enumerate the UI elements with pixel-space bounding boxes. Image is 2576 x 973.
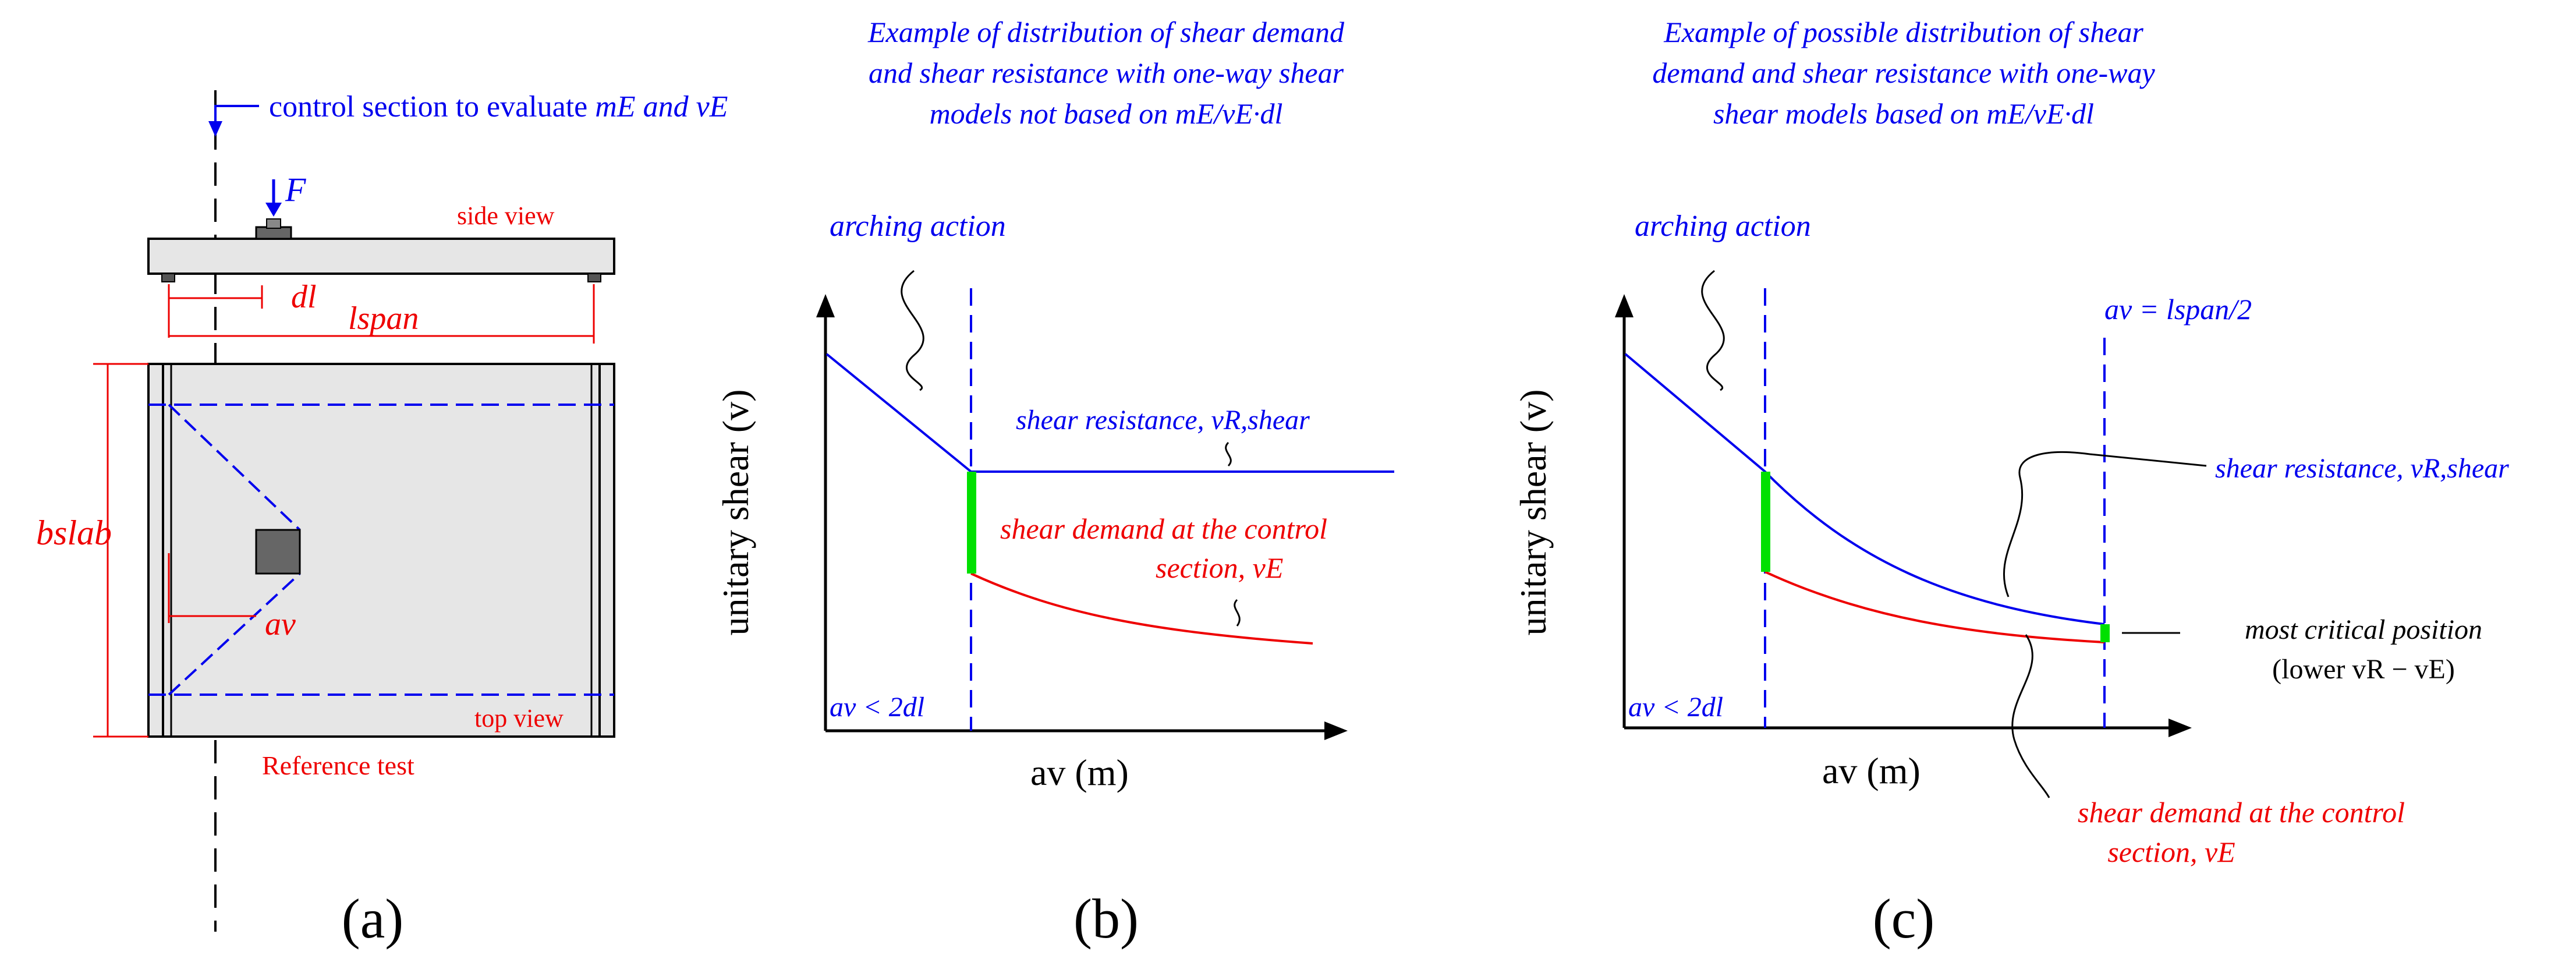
panel-b-gap-marker xyxy=(967,472,976,574)
panel-b-demand-label-2: section, vE xyxy=(1156,551,1283,584)
panel-c-x-label: av (m) xyxy=(1822,750,1921,791)
load-arrow-head xyxy=(265,203,282,217)
panel-c-critical-label-1: most critical position xyxy=(2245,614,2482,645)
panel-c-gap-marker xyxy=(1761,472,1770,572)
control-section-arrowhead xyxy=(208,121,222,137)
panel-b-resistance-squiggle xyxy=(1225,441,1232,467)
top-view-slab xyxy=(147,363,615,738)
panel-c-demand-label-1: shear demand at the control xyxy=(2078,796,2405,829)
control-section-leader xyxy=(214,105,259,127)
panel-c-limit-label: av < 2dl xyxy=(1628,692,1723,723)
panel-b-title-1: Example of distribution of shear demand xyxy=(867,16,1345,48)
side-view-slab xyxy=(147,238,615,275)
load-patch xyxy=(255,529,301,575)
panel-c-resistance-leader xyxy=(2003,451,2207,597)
panel-b-x-arrow xyxy=(1324,721,1348,740)
panel-b-x-label: av (m) xyxy=(1030,752,1129,793)
bslab-label: bslab xyxy=(36,514,112,552)
caption-c: (c) xyxy=(1873,887,1935,950)
panel-b-y-label: unitary shear (v) xyxy=(715,390,756,636)
load-label: F xyxy=(285,171,306,208)
reference-test-label: Reference test xyxy=(262,751,414,780)
panel-c-x-arrow xyxy=(2168,719,2192,737)
panel-c-demand-label-2: section, vE xyxy=(2107,836,2235,868)
panel-c-resistance-curve xyxy=(1624,353,2105,625)
panel-b-title-3: models not based on mE/vE·dl xyxy=(930,97,1283,130)
panel-c-critical-label-2: (lower vR − vE) xyxy=(2272,654,2455,685)
right-support xyxy=(587,273,601,282)
top-view-label: top view xyxy=(474,704,564,733)
caption-a: (a) xyxy=(342,887,404,950)
panel-c-title-3: shear models based on mE/vE·dl xyxy=(1713,97,2094,130)
panel-b-y-arrow xyxy=(816,294,835,317)
panel-b: Example of distribution of shear demand … xyxy=(715,16,1394,950)
control-section-label: control section to evaluate mE and vE xyxy=(269,90,728,123)
panel-c-critical-marker xyxy=(2100,624,2110,642)
load-plate-top xyxy=(266,218,281,229)
panel-a: control section to evaluate mE and vE F … xyxy=(36,90,728,950)
lspan-label: lspan xyxy=(348,300,419,337)
panel-b-demand-squiggle xyxy=(1234,599,1241,627)
panel-b-demand-label-1: shear demand at the control xyxy=(1000,512,1327,545)
panel-b-arching-wiggle xyxy=(901,270,924,391)
panel-c-arching-wiggle xyxy=(1701,270,1725,391)
panel-b-title-2: and shear resistance with one-way shear xyxy=(869,56,1344,89)
panel-c-midspan-label: av = lspan/2 xyxy=(2104,293,2252,325)
panel-c-y-arrow xyxy=(1615,294,1634,317)
panel-b-resistance-label: shear resistance, vR,shear xyxy=(1016,405,1310,436)
panel-b-arching-label: arching action xyxy=(830,210,1006,243)
panel-c-resistance-label: shear resistance, vR,shear xyxy=(2215,453,2509,484)
side-view-label: side view xyxy=(457,201,555,230)
panel-b-demand-curve xyxy=(970,572,1313,645)
panel-c: Example of possible distribution of shea… xyxy=(1512,16,2509,950)
control-section-vars: mE and vE xyxy=(595,90,728,123)
av-label: av xyxy=(265,606,296,642)
panel-c-y-label: unitary shear (v) xyxy=(1512,390,1554,636)
panel-c-title-1: Example of possible distribution of shea… xyxy=(1663,16,2143,48)
panel-c-demand-leader xyxy=(2011,634,2050,798)
dl-label: dl xyxy=(291,279,317,315)
left-support xyxy=(161,273,175,282)
panel-c-arching-label: arching action xyxy=(1635,210,1811,243)
load-spread-lines xyxy=(168,404,301,696)
panel-b-limit-label: av < 2dl xyxy=(830,692,924,723)
panel-c-title-2: demand and shear resistance with one-way xyxy=(1652,56,2155,89)
caption-b: (b) xyxy=(1073,887,1139,950)
panel-c-demand-curve xyxy=(1764,571,2105,643)
